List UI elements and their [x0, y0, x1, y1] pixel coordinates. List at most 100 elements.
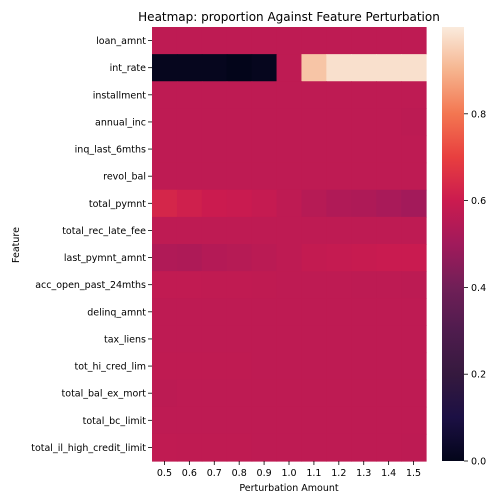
heatmap-cell: [176, 244, 203, 272]
y-tick-label: loan_amnt: [96, 36, 146, 47]
heatmap-cell: [251, 406, 278, 435]
heatmap-cell: [301, 54, 327, 82]
heatmap-cell: [251, 27, 278, 55]
heatmap-cell: [226, 135, 253, 164]
heatmap-cell: [226, 406, 253, 435]
heatmap-cell: [326, 433, 352, 462]
heatmap-cell: [351, 81, 377, 109]
heatmap-cell: [326, 352, 352, 381]
heatmap-cell: [401, 325, 427, 354]
heatmap-cell: [326, 108, 352, 137]
heatmap-cell: [251, 54, 278, 82]
heatmap-cell: [226, 189, 253, 218]
heatmap-cell: [201, 406, 228, 435]
heatmap-cell: [301, 27, 327, 55]
heatmap-cell: [301, 352, 327, 381]
heatmap-cell: [276, 325, 303, 354]
heatmap-cell: [226, 244, 253, 272]
heatmap-cell: [326, 325, 352, 354]
heatmap-cell: [351, 406, 377, 435]
heatmap-cell: [276, 244, 303, 272]
y-axis-label: Feature: [11, 227, 22, 263]
heatmap-cell: [401, 162, 427, 191]
heatmap-cell: [176, 135, 203, 164]
heatmap-cell: [376, 27, 402, 55]
colorbar-tick-label: 0.2: [471, 370, 486, 381]
heatmap-cell: [351, 325, 377, 354]
heatmap-cell: [201, 433, 228, 462]
heatmap-cell: [152, 244, 178, 272]
heatmap-cell: [176, 81, 203, 109]
heatmap-cell: [301, 81, 327, 109]
heatmap-cell: [226, 81, 253, 109]
heatmap-cell: [152, 271, 178, 299]
heatmap-cell: [226, 352, 253, 381]
x-axis-label: Perturbation Amount: [239, 483, 338, 494]
heatmap-cell: [276, 27, 303, 55]
heatmap-cell: [176, 379, 203, 408]
heatmap-cell: [226, 433, 253, 462]
heatmap-cell: [176, 189, 203, 218]
heatmap-cell: [276, 162, 303, 191]
heatmap-cell: [176, 54, 203, 82]
heatmap-cell: [351, 135, 377, 164]
x-tick-label: 1.3: [356, 468, 371, 479]
heatmap-cell: [276, 135, 303, 164]
heatmap-cell: [351, 108, 377, 137]
heatmap-cell: [251, 244, 278, 272]
heatmap-cell: [226, 271, 253, 299]
y-tick-label: revol_bal: [103, 172, 146, 183]
heatmap-cell: [152, 433, 178, 462]
heatmap-cell: [376, 379, 402, 408]
heatmap-cell: [401, 379, 427, 408]
heatmap-cell: [376, 135, 402, 164]
heatmap-cell: [401, 27, 427, 55]
heatmap-cell: [201, 271, 228, 299]
heatmap-cell: [326, 135, 352, 164]
heatmap-cell: [152, 189, 178, 218]
y-tick-label: total_bal_ex_mort: [62, 389, 147, 400]
heatmap-cell: [276, 54, 303, 82]
heatmap-cell: [152, 406, 178, 435]
y-tick-label: tax_liens: [104, 334, 146, 345]
heatmap-cell: [201, 27, 228, 55]
heatmap-cell: [351, 433, 377, 462]
heatmap-cell: [351, 216, 377, 245]
heatmap-cell: [251, 162, 278, 191]
y-tick-label: total_rec_late_fee: [62, 226, 146, 237]
y-tick-label: last_pymnt_amnt: [64, 253, 146, 264]
heatmap-cell: [301, 379, 327, 408]
heatmap-cell: [401, 216, 427, 245]
heatmap-cell: [152, 216, 178, 245]
heatmap-cell: [326, 271, 352, 299]
heatmap-cell: [401, 406, 427, 435]
heatmap-cell: [326, 54, 352, 82]
heatmap-cell: [376, 298, 402, 326]
heatmap-cell: [301, 108, 327, 137]
x-tick-label: 1.4: [381, 468, 396, 479]
x-tick-label: 1.2: [331, 468, 346, 479]
x-tick-label: 1.0: [281, 468, 296, 479]
heatmap-cell: [376, 244, 402, 272]
x-tick-label: 0.9: [257, 468, 272, 479]
heatmap-cell: [326, 27, 352, 55]
heatmap-cell: [152, 54, 178, 82]
colorbar-tick-label: 0.0: [471, 457, 486, 468]
heatmap-cell: [401, 433, 427, 462]
y-tick-label: delinq_amnt: [87, 307, 146, 318]
heatmap-cell: [276, 271, 303, 299]
y-tick-label: int_rate: [110, 63, 147, 74]
heatmap-cell: [351, 271, 377, 299]
heatmap-cell: [176, 406, 203, 435]
heatmap-cell: [376, 325, 402, 354]
heatmap-cell: [401, 108, 427, 137]
heatmap-cell: [351, 162, 377, 191]
heatmap-cell: [326, 189, 352, 218]
heatmap-cell: [401, 81, 427, 109]
heatmap-cell: [401, 352, 427, 381]
heatmap-cell: [401, 244, 427, 272]
heatmap-cell: [326, 216, 352, 245]
chart-title: Heatmap: proportion Against Feature Pert…: [138, 10, 440, 24]
heatmap-cell: [152, 27, 178, 55]
heatmap-cell: [251, 298, 278, 326]
